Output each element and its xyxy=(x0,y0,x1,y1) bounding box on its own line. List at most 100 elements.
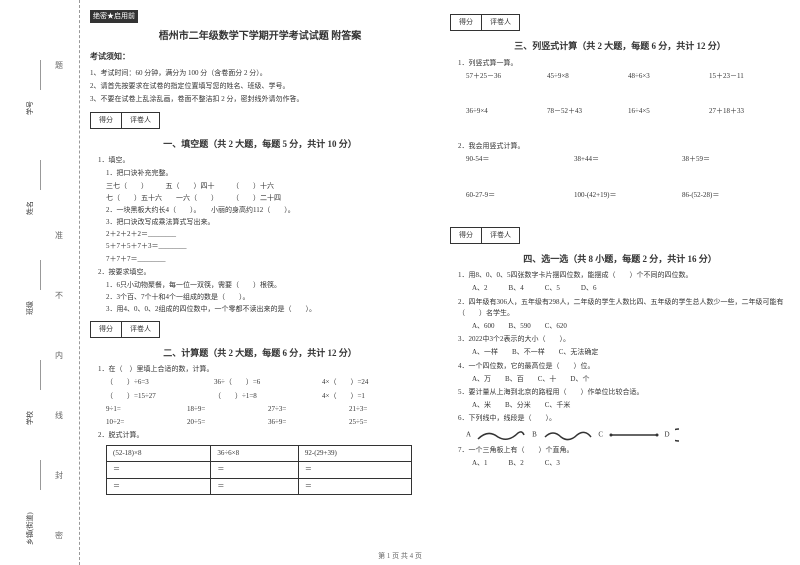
table-cell: ＝ xyxy=(107,462,211,478)
calc-item: 20÷5= xyxy=(187,417,268,428)
binding-line xyxy=(40,260,41,290)
calc-row: （ ）=15÷27 （ ）÷1=8 4×（ ）=1 xyxy=(106,391,430,402)
spacer xyxy=(450,168,790,188)
score-box: 得分 评卷人 xyxy=(90,321,160,338)
confidential-label: 绝密★启用前 xyxy=(90,10,138,23)
section-4-title: 四、选一选（共 8 小题，每题 2 分，共计 16 分） xyxy=(450,252,790,266)
calc-item: 4×（ ）=24 xyxy=(322,377,430,388)
calc-item: 36÷9×4 xyxy=(466,106,547,117)
calc-item: 86-(52-28)＝ xyxy=(682,190,790,201)
left-column: 绝密★启用前 梧州市二年级数学下学期开学考试试题 附答案 考试须知： 1、考试时… xyxy=(90,10,430,499)
calc-row: （ ）÷6=3 36÷（ ）=6 4×（ ）=24 xyxy=(106,377,430,388)
calc-item: 45÷9×8 xyxy=(547,71,628,82)
reviewer-label: 评卷人 xyxy=(122,322,159,337)
s4-q: 6．下列线中，线段是（ ）。 xyxy=(458,413,790,424)
calc-item: （ ）÷6=3 xyxy=(106,377,214,388)
instruction: 1、考试时间：60 分钟，满分为 100 分（含卷面分 2 分）。 xyxy=(90,68,430,79)
binding-line xyxy=(40,360,41,390)
calc-item: 100-(42+19)＝ xyxy=(574,190,682,201)
seal-char: 密 xyxy=(55,530,63,541)
curve-c-icon xyxy=(609,427,659,443)
table-cell: ＝ xyxy=(298,462,411,478)
field-name: 姓名 xyxy=(25,201,35,215)
table-cell: ＝ xyxy=(298,478,411,494)
right-column: 得分 评卷人 三、列竖式计算（共 2 大题，每题 6 分，共计 12 分） 1．… xyxy=(450,10,790,499)
spacer xyxy=(450,119,790,139)
calc-item: 38＋59＝ xyxy=(682,154,790,165)
field-id: 学号 xyxy=(25,101,35,115)
table-cell: ＝ xyxy=(211,462,299,478)
calc-item: （ ）÷1=8 xyxy=(214,391,322,402)
main-content: 绝密★启用前 梧州市二年级数学下学期开学考试试题 附答案 考试须知： 1、考试时… xyxy=(90,10,790,499)
score-box: 得分 评卷人 xyxy=(450,227,520,244)
calc-row: 9÷1= 18÷9= 27÷3= 21÷3= xyxy=(106,404,430,415)
seal-char: 封 xyxy=(55,470,63,481)
s4-q: 5．要计量从上海到北京的路程用（ ）作单位比较合适。 xyxy=(458,387,790,398)
q1-calc: 7＋7＋7＝________ xyxy=(106,254,430,265)
notice-title: 考试须知： xyxy=(90,51,430,64)
seal-char: 不 xyxy=(55,290,63,301)
calc-item: 90-54＝ xyxy=(466,154,574,165)
curve-label: A xyxy=(466,430,471,438)
q1-fill: 七（ ）五十六 一六（ ） （ ）二十四 xyxy=(106,193,430,204)
binding-line xyxy=(40,460,41,490)
score-box: 得分 评卷人 xyxy=(450,14,520,31)
q1-calc: 2＋2＋2＋2＝________ xyxy=(106,229,430,240)
reviewer-label: 评卷人 xyxy=(122,113,159,128)
calc-item: 18÷9= xyxy=(187,404,268,415)
curve-a-icon xyxy=(476,427,526,443)
field-school: 学校 xyxy=(25,411,35,425)
q2-sub: 1．6只小动物聚餐，每一位一双筷，需要（ ）根筷。 xyxy=(106,280,430,291)
field-township: 乡镇(街道) xyxy=(25,512,35,545)
score-box: 得分 评卷人 xyxy=(90,112,160,129)
s4-q: 1．用8、0、0、5四张数字卡片摆四位数，能摆成（ ）个不同的四位数。 xyxy=(458,270,790,281)
score-label: 得分 xyxy=(91,113,122,128)
s4-opt: A、2 B、4 C、5 D、6 xyxy=(458,283,790,294)
binding-line xyxy=(40,160,41,190)
s2-q2: 2．脱式计算。 xyxy=(98,430,430,441)
calc-row: 60-27-9＝ 100-(42+19)＝ 86-(52-28)＝ xyxy=(466,190,790,201)
seal-char: 线 xyxy=(55,410,63,421)
curve-options: A B C D xyxy=(466,427,790,443)
calc-row: 36÷9×4 78－52＋43 16÷4×5 27＋18＋33 xyxy=(466,106,790,117)
section-3-title: 三、列竖式计算（共 2 大题，每题 6 分，共计 12 分） xyxy=(450,39,790,53)
calc-row: 10÷2= 20÷5= 36÷9= 25÷5= xyxy=(106,417,430,428)
score-label: 得分 xyxy=(451,228,482,243)
spacer xyxy=(450,84,790,104)
curve-label: D xyxy=(665,430,670,438)
table-cell: ＝ xyxy=(107,478,211,494)
q1-sub3: 3．把口诀改写成乘法算式写出来。 xyxy=(106,217,430,228)
s2-q1: 1．在（ ）里填上合适的数，计算。 xyxy=(98,364,430,375)
table-cell: (52-18)×8 xyxy=(107,446,211,462)
table-cell: 36÷6×8 xyxy=(211,446,299,462)
curve-d-icon xyxy=(675,427,715,443)
score-label: 得分 xyxy=(451,15,482,30)
seal-char: 题 xyxy=(55,60,63,71)
curve-label: C xyxy=(598,430,603,438)
reviewer-label: 评卷人 xyxy=(482,15,519,30)
calc-item: 60-27-9＝ xyxy=(466,190,574,201)
s4-opt: A、万 B、百 C、十 D、个 xyxy=(458,374,790,385)
calc-item: 78－52＋43 xyxy=(547,106,628,117)
binding-margin: 乡镇(街道) 学校 班级 姓名 学号 密 封 线 内 不 准 题 xyxy=(0,0,80,565)
s4-opt: A、1 B、2 C、3 xyxy=(458,458,790,469)
binding-line xyxy=(40,60,41,90)
score-label: 得分 xyxy=(91,322,122,337)
instruction: 2、请首先按要求在试卷的指定位置填写您的姓名、班级、学号。 xyxy=(90,81,430,92)
calc-item: 57＋25－36 xyxy=(466,71,547,82)
curve-b-icon xyxy=(543,427,593,443)
calc-item: 10÷2= xyxy=(106,417,187,428)
calc-item: 38+44＝ xyxy=(574,154,682,165)
calc-row: 57＋25－36 45÷9×8 48÷6×3 15＋23－11 xyxy=(466,71,790,82)
calc-item: （ ）=15÷27 xyxy=(106,391,214,402)
q1-sub1: 1．把口诀补充完整。 xyxy=(106,168,430,179)
q1-fill: 三七（ ） 五（ ）四十 （ ）十六 xyxy=(106,181,430,192)
spacer xyxy=(450,203,790,223)
s3-q2: 2．我会用竖式计算。 xyxy=(458,141,790,152)
calc-item: 27÷3= xyxy=(268,404,349,415)
field-class: 班级 xyxy=(25,301,35,315)
calc-item: 27＋18＋33 xyxy=(709,106,790,117)
calc-item: 48÷6×3 xyxy=(628,71,709,82)
s4-q: 2．四年级有306人，五年级有298人，二年级的学生人数比四、五年级的学生总人数… xyxy=(458,297,790,319)
q2-sub: 3．用4、0、0、2组成的四位数中，一个零都不读出来的是（ ）。 xyxy=(106,304,430,315)
